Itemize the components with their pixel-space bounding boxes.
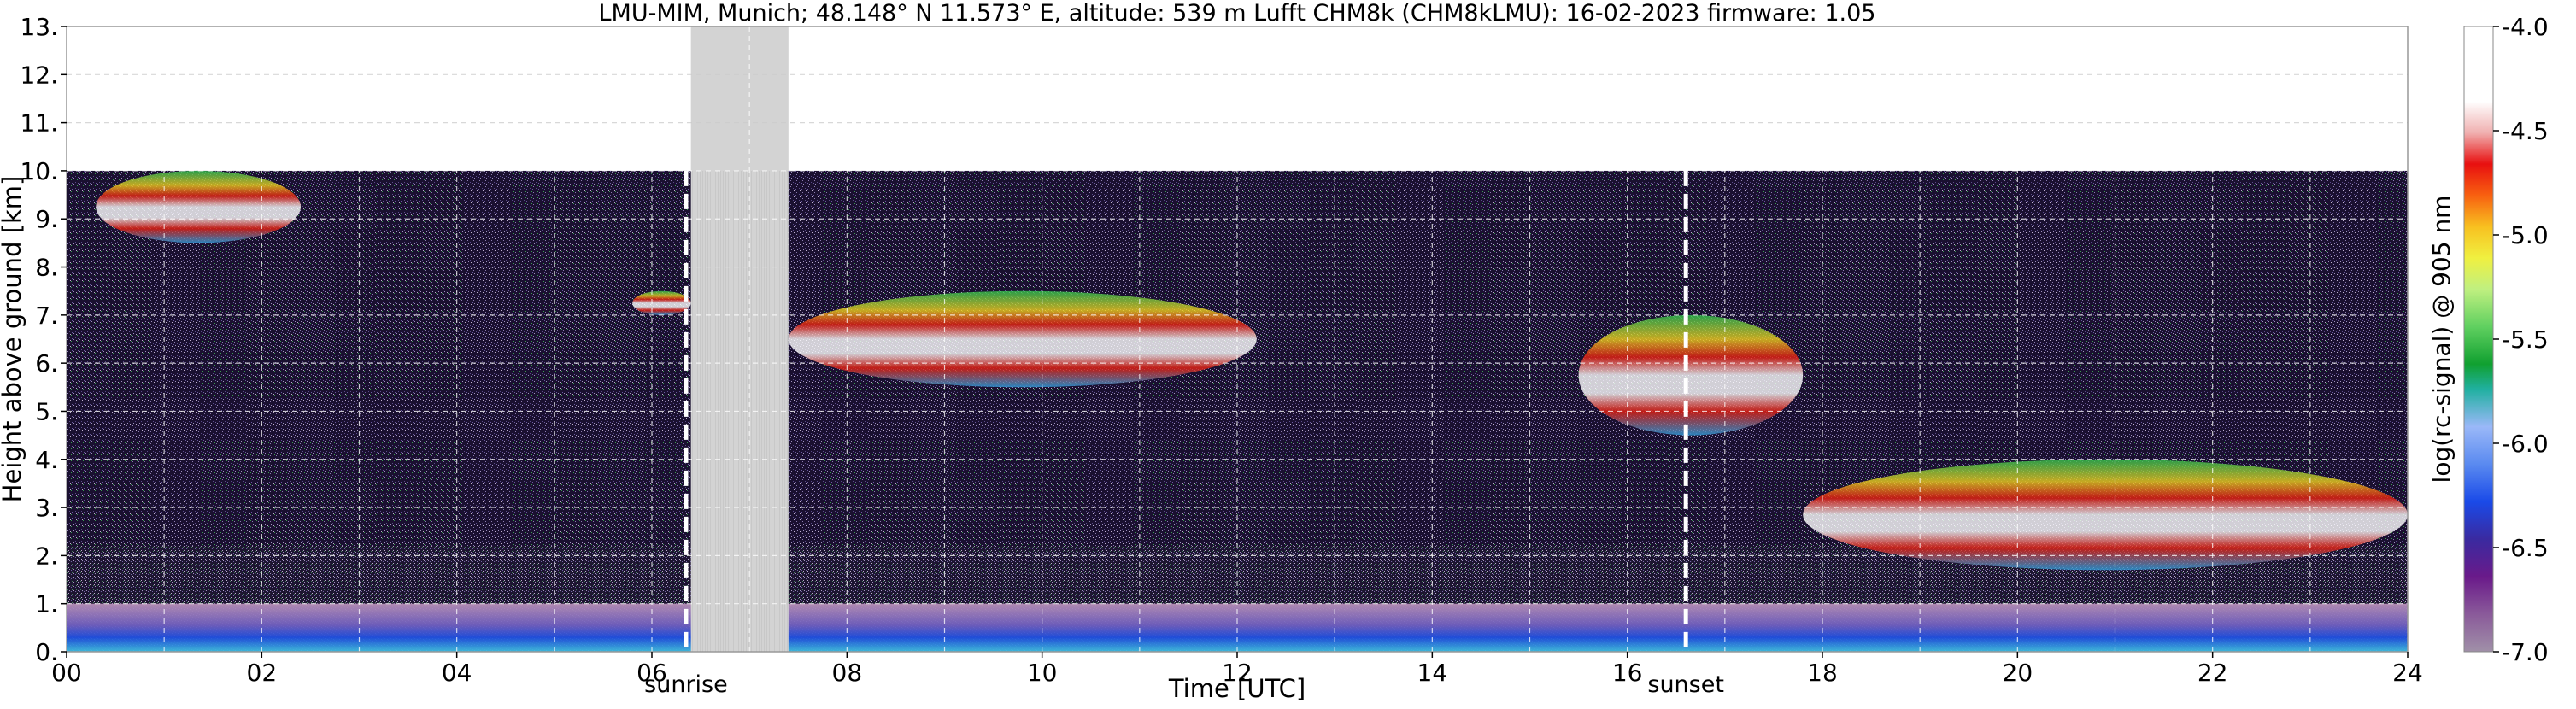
colorbar-ticks: -4.0 -4.5 -5.0 -5.5 -6.0 -6.5 -7.0 xyxy=(2493,13,2549,666)
y-tick-label: 3. xyxy=(35,494,58,522)
colorbar-tick-label: -5.0 xyxy=(2502,221,2549,249)
sun-markers: sunrise sunset xyxy=(644,170,1724,698)
cloud-layer-1 xyxy=(96,170,301,243)
sunrise-label: sunrise xyxy=(644,671,728,698)
x-tick-label: 22 xyxy=(2198,659,2228,687)
y-tick-label: 7. xyxy=(35,302,58,330)
y-tick-label: 6. xyxy=(35,349,58,378)
colorbar-tick-label: -7.0 xyxy=(2502,638,2549,666)
y-tick-label: 10. xyxy=(20,157,58,185)
x-tick-label: 10 xyxy=(1027,659,1058,687)
x-axis-label: Time [UTC] xyxy=(1168,674,1306,703)
y-tick-label: 2. xyxy=(35,542,58,570)
y-tick-label: 0. xyxy=(35,638,58,666)
y-tick-label: 11. xyxy=(20,109,58,138)
y-tick-label: 9. xyxy=(35,205,58,233)
x-tick-label: 06 xyxy=(637,659,667,687)
y-tick-label: 12. xyxy=(20,61,58,89)
cloud-layer-5 xyxy=(1803,459,2408,571)
sunset-label: sunset xyxy=(1647,671,1724,698)
x-tick-label: 16 xyxy=(1612,659,1643,687)
y-tick-label: 8. xyxy=(35,254,58,282)
y-tick-label: 1. xyxy=(35,590,58,618)
y-tick-label: 5. xyxy=(35,397,58,425)
grid-lines xyxy=(66,26,2409,652)
chart-title: LMU-MIM, Munich; 48.148° N 11.573° E, al… xyxy=(599,0,1876,26)
cloud-layer-4 xyxy=(1578,314,1804,436)
x-tick-label: 04 xyxy=(442,659,472,687)
x-tick-label: 14 xyxy=(1417,659,1448,687)
y-tick-label: 4. xyxy=(35,446,58,474)
no-data-region-upper xyxy=(690,26,789,171)
cloud-layer-3 xyxy=(788,290,1257,388)
y-tick-label: 13. xyxy=(20,13,58,41)
colorbar-tick-label: -5.5 xyxy=(2502,325,2549,354)
x-tick-label: 20 xyxy=(2003,659,2033,687)
colorbar-tick-label: -6.0 xyxy=(2502,430,2549,458)
colorbar-tick-label: -6.5 xyxy=(2502,534,2549,562)
colorbar-label: log(rc-signal) @ 905 nm xyxy=(2427,196,2456,483)
x-tick-label: 00 xyxy=(51,659,82,687)
axis-ticks: 00 02 04 06 08 10 12 14 16 18 20 22 24 0. 1. 2. 3. 4. 5. 6.… xyxy=(20,13,2422,687)
colorbar-tick-label: -4.5 xyxy=(2502,117,2549,145)
colorbar-tick-label: -4.0 xyxy=(2502,13,2549,41)
x-tick-label: 18 xyxy=(1807,659,1838,687)
x-tick-label: 02 xyxy=(247,659,278,687)
x-tick-label: 12 xyxy=(1222,659,1253,687)
colorbar: -4.0 -4.5 -5.0 -5.5 -6.0 -6.5 -7.0 log(rc-sign… xyxy=(2427,13,2549,666)
colorbar-gradient xyxy=(2463,26,2494,653)
x-tick-label: 24 xyxy=(2392,659,2423,687)
y-axis-label: Height above ground [km] xyxy=(0,176,26,503)
cloud-layer-2 xyxy=(632,290,691,315)
x-tick-label: 08 xyxy=(832,659,863,687)
